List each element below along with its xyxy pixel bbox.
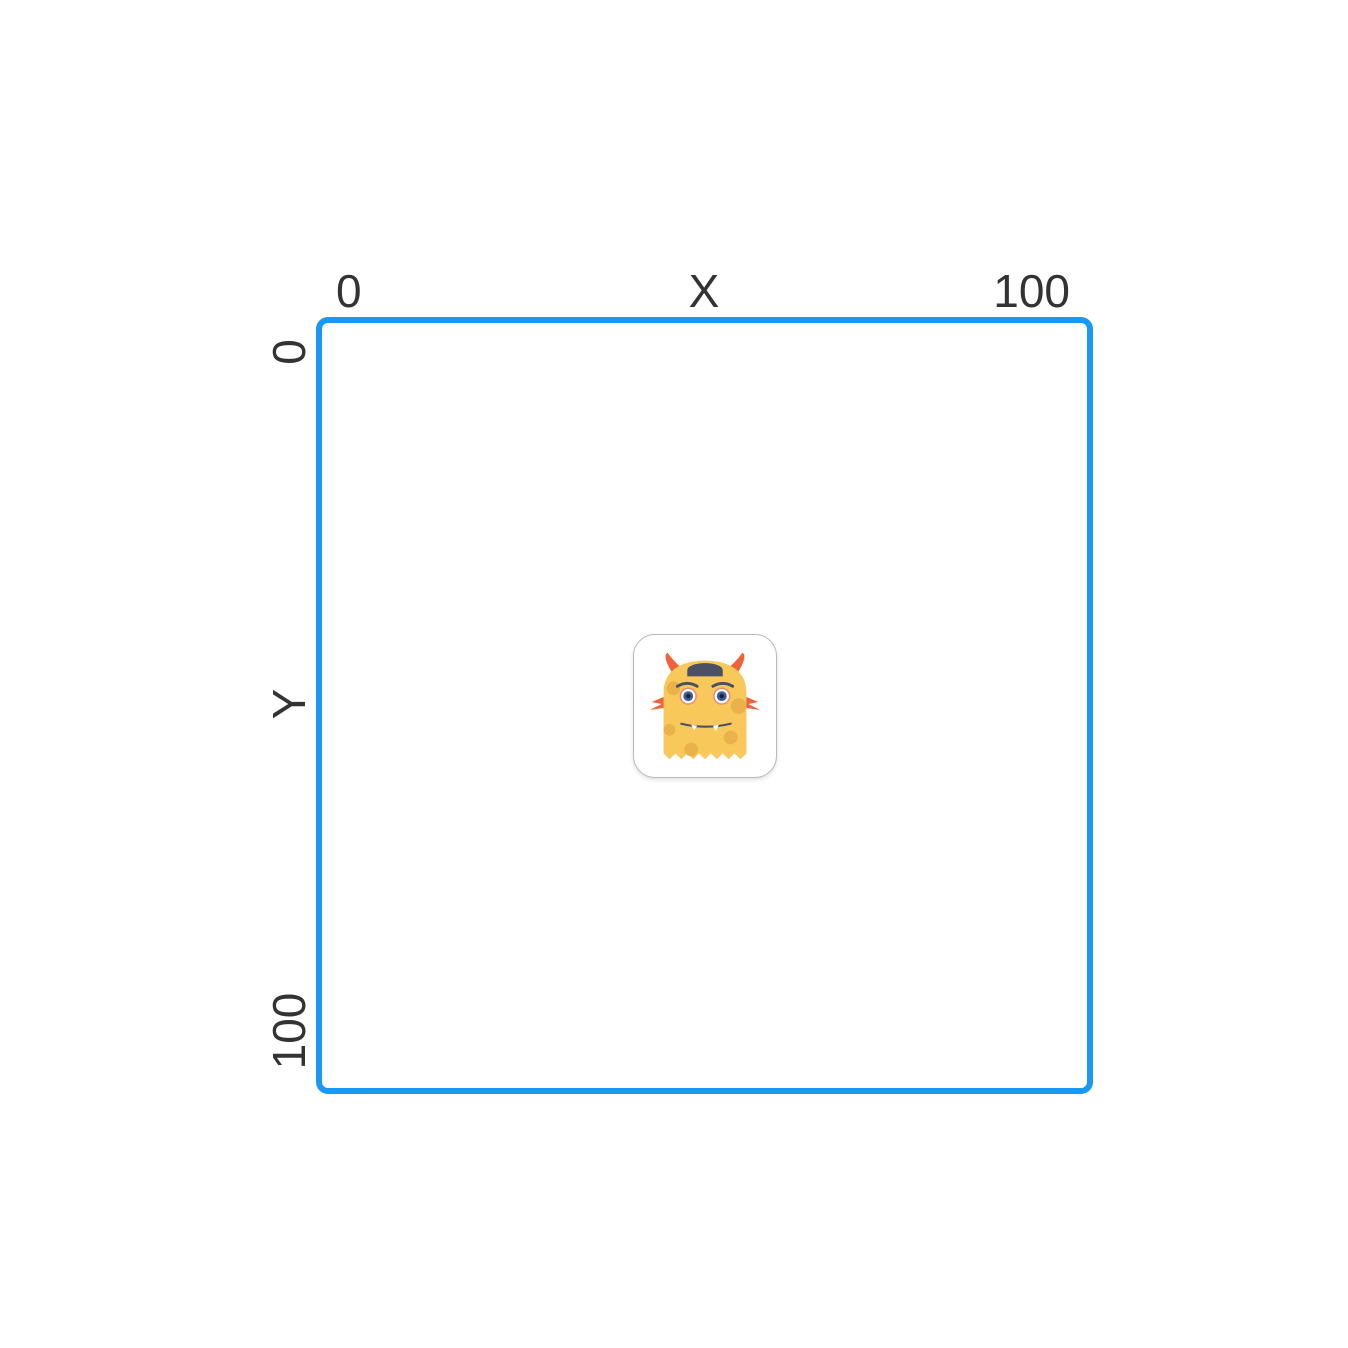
y-axis-min-label: 0 — [263, 339, 315, 365]
y-axis-max-label: 100 — [263, 992, 315, 1070]
x-axis-title: X — [688, 265, 720, 317]
x-axis-max-label: 100 — [993, 265, 1070, 317]
app-icon-tile[interactable] — [632, 633, 777, 778]
y-axis-title: Y — [263, 688, 315, 720]
x-axis-min-label: 0 — [336, 265, 362, 317]
yellow-monster-icon — [649, 652, 760, 759]
